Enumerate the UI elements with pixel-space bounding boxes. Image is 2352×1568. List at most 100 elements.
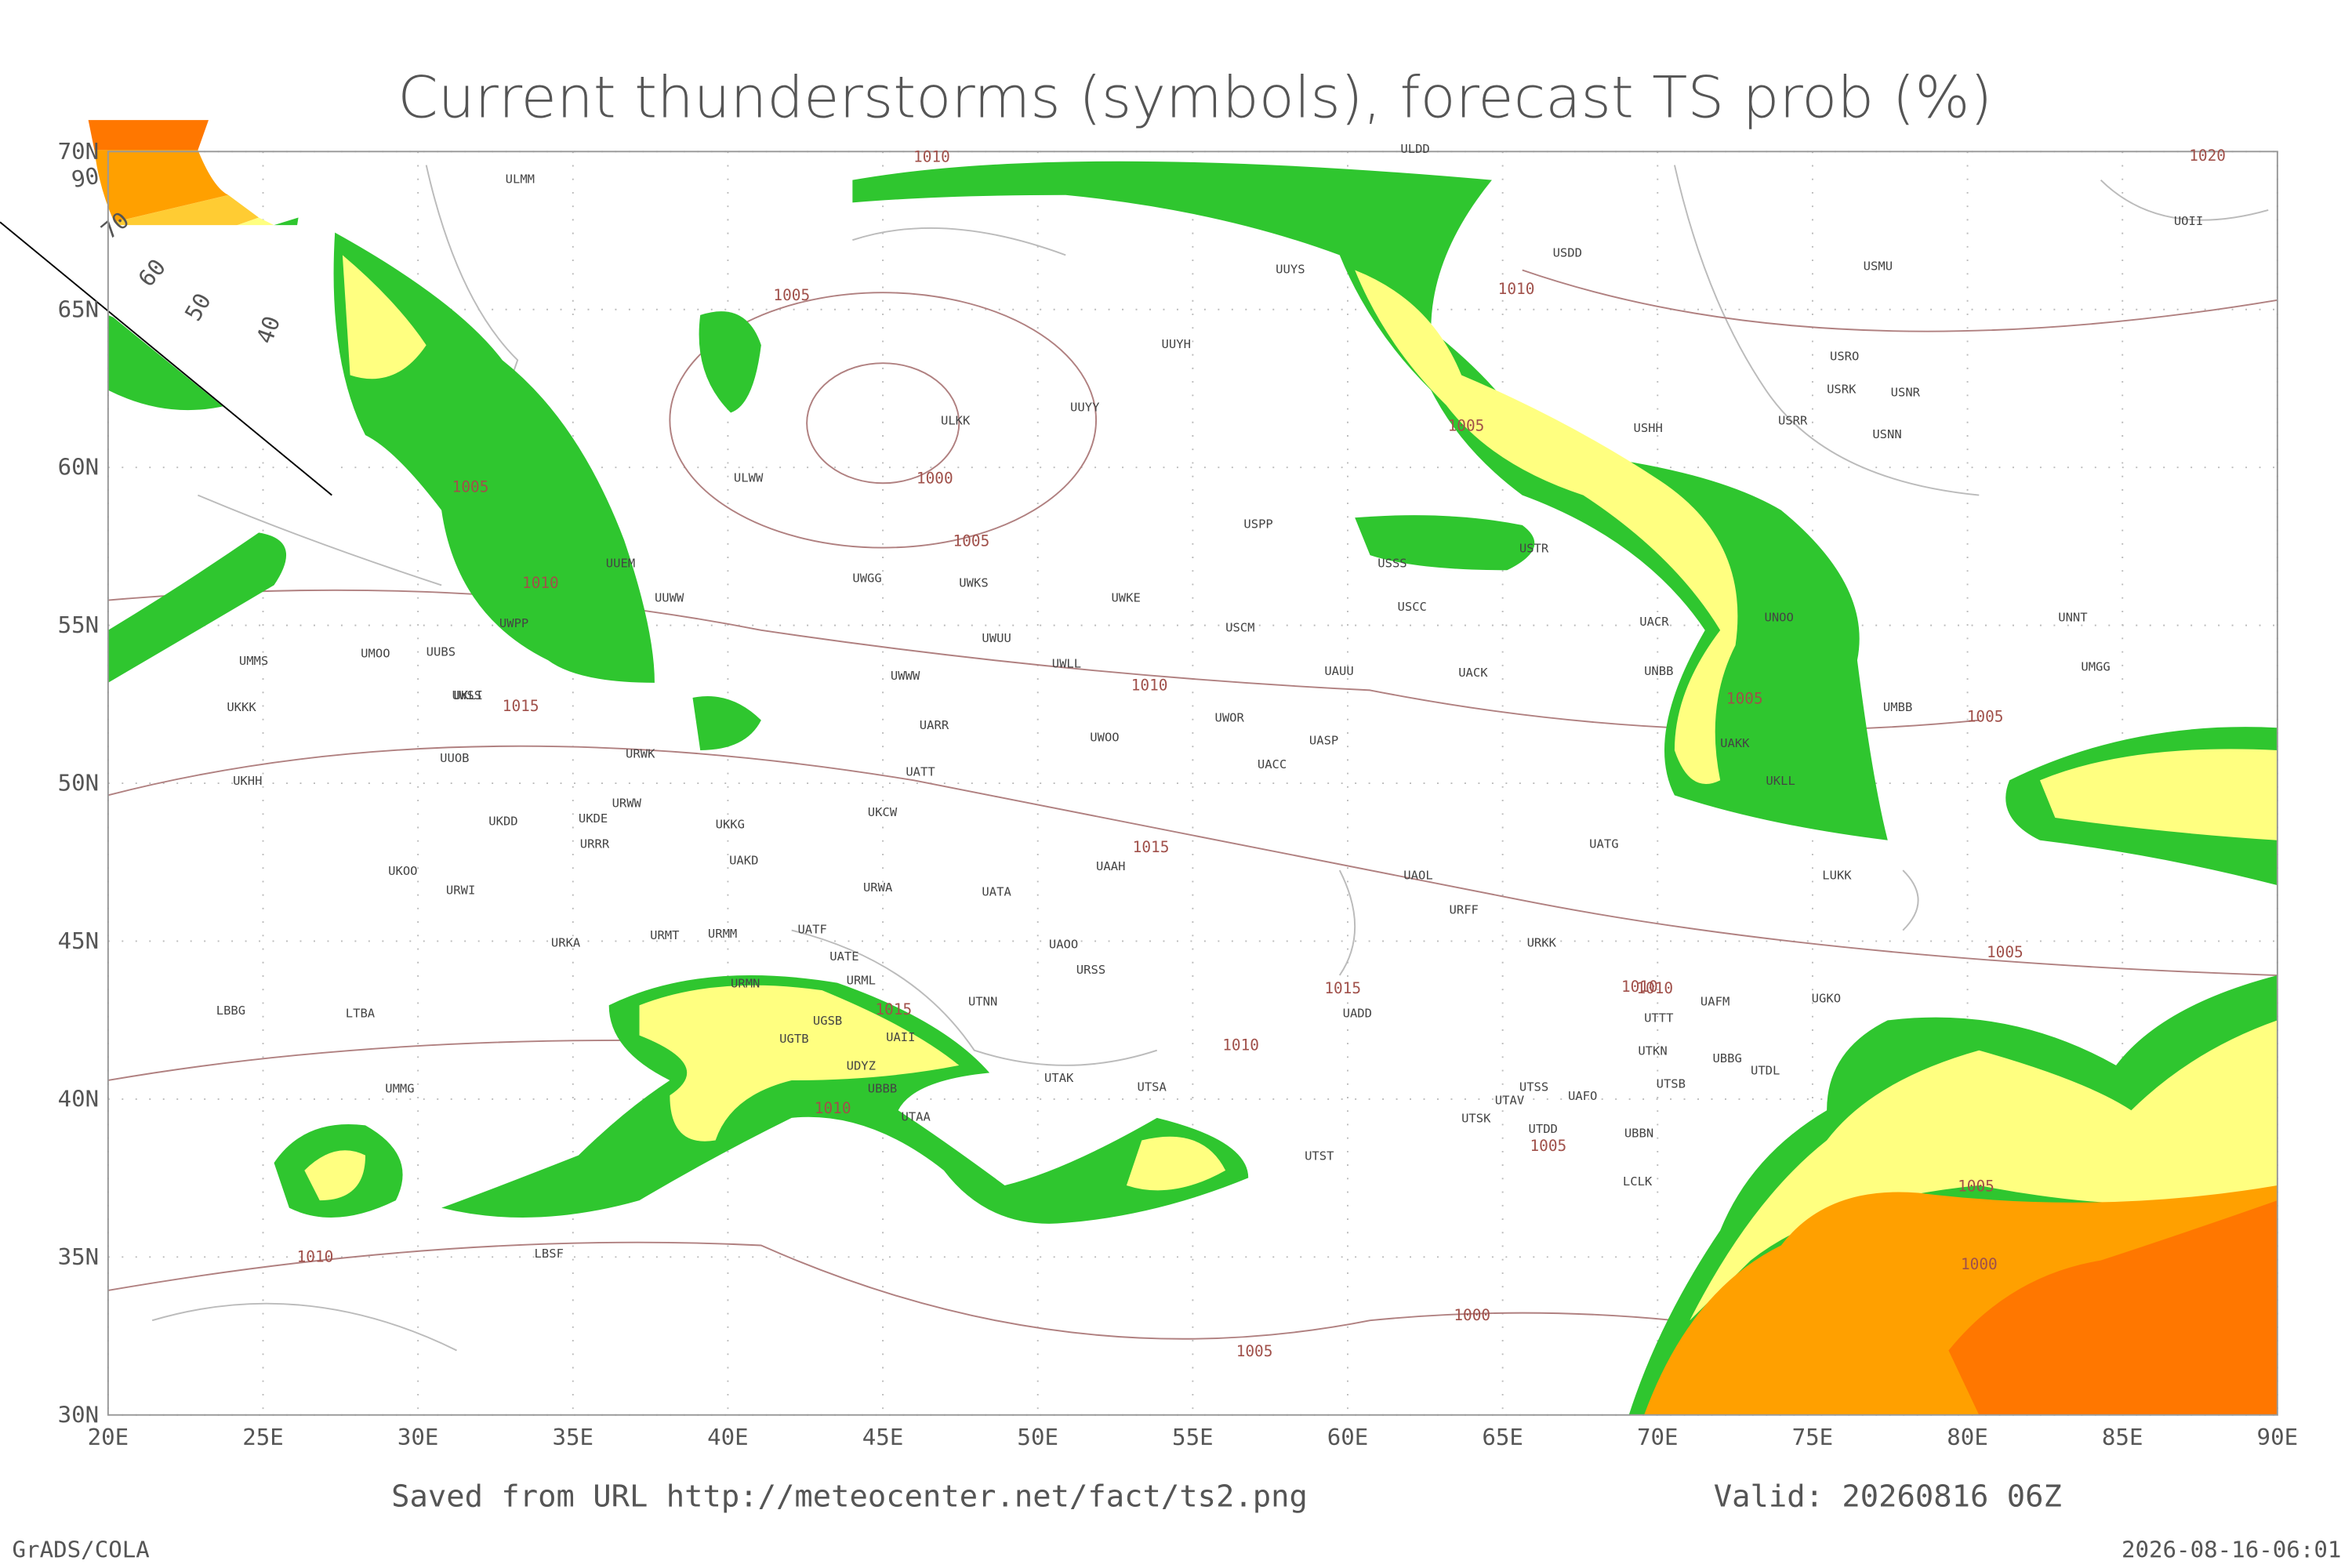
isobar-label: 1005	[773, 286, 810, 304]
station-label: UBBB	[868, 1081, 897, 1095]
station-label: UWPP	[499, 616, 528, 630]
lat-label: 40N	[58, 1086, 100, 1112]
station-label: UAKK	[1720, 736, 1750, 750]
station-label: UTTT	[1644, 1011, 1673, 1025]
station-label: UMMS	[239, 654, 268, 668]
station-label: LTBA	[346, 1007, 375, 1021]
isobar-label: 1010	[1131, 677, 1168, 695]
station-label: USCM	[1225, 621, 1254, 635]
station-label: UWLL	[1052, 657, 1081, 671]
station-label: UNBB	[1644, 664, 1673, 678]
station-label: UMMG	[385, 1081, 414, 1095]
lon-label: 60E	[1327, 1424, 1369, 1450]
station-label: UACK	[1458, 666, 1488, 680]
valid-time: Valid: 20260816 06Z	[1714, 1479, 2062, 1515]
station-label: UAFM	[1700, 994, 1730, 1008]
station-label: UTSB	[1657, 1077, 1686, 1091]
station-label: UBBN	[1624, 1127, 1653, 1141]
station-label: UACC	[1258, 757, 1287, 771]
station-label: UUYS	[1276, 262, 1305, 276]
station-label: URMN	[731, 976, 760, 990]
lat-label: 30N	[58, 1402, 100, 1428]
station-label: UTAK	[1044, 1071, 1074, 1085]
title: Current thunderstorms (symbols), forecas…	[397, 65, 1992, 131]
station-label: LCLK	[1623, 1174, 1653, 1189]
station-label: USNN	[1872, 427, 1901, 441]
station-label: UWKS	[959, 575, 988, 590]
isobars	[107, 269, 2278, 1340]
station-label: USSS	[1377, 557, 1406, 571]
lon-label: 35E	[552, 1424, 593, 1450]
station-label: UKLL	[1766, 774, 1795, 788]
station-label: ULWW	[734, 470, 764, 485]
lon-label: 30E	[397, 1424, 439, 1450]
isobar-label: 1005	[953, 532, 990, 550]
isobar-label: 1005	[1448, 416, 1485, 434]
coastlines	[151, 165, 2269, 1352]
software: GrADS/COLA	[13, 1537, 150, 1563]
station-label: USNR	[1891, 385, 1921, 399]
station-label: UATG	[1589, 837, 1618, 851]
lon-label: 20E	[88, 1424, 129, 1450]
isobar-label: 1020	[2189, 147, 2226, 165]
station-label: URMT	[650, 928, 679, 942]
station-label: UAOL	[1403, 869, 1432, 883]
isobar-label: 1005	[1236, 1342, 1273, 1360]
lon-label: 45E	[862, 1424, 904, 1450]
station-label: ULKK	[941, 414, 971, 428]
station-label: UWKE	[1111, 591, 1140, 605]
station-label: UWUU	[982, 631, 1011, 645]
lon-label: 50E	[1017, 1424, 1058, 1450]
station-label: UTDD	[1529, 1122, 1558, 1136]
legend-label: 90	[69, 162, 100, 193]
station-label: USMU	[1864, 260, 1893, 274]
isobar-label: 1010	[1621, 978, 1658, 996]
isobar-label: 1010	[815, 1099, 851, 1117]
station-label: UKCW	[868, 805, 898, 819]
station-label: UKKG	[716, 818, 745, 832]
station-label: UBBG	[1712, 1051, 1741, 1065]
isobar-label: 1005	[1726, 690, 1763, 708]
station-label: USRR	[1778, 414, 1808, 428]
isobar-label: 1005	[1958, 1178, 1994, 1196]
station-label: UUEM	[606, 557, 635, 571]
lat-label: 35N	[58, 1243, 100, 1270]
isobar-label: 1005	[1967, 708, 2004, 726]
isobar-label: 1010	[1636, 979, 1673, 997]
station-label: UUOB	[440, 751, 469, 765]
station-label: UTNN	[968, 994, 997, 1008]
station-label: UATA	[982, 885, 1011, 899]
station-label: UOII	[2174, 214, 2203, 228]
station-label: UKOO	[388, 864, 417, 878]
station-label: LUKK	[1822, 869, 1852, 883]
station-label: UTKN	[1638, 1044, 1667, 1058]
station-label: UTST	[1305, 1149, 1334, 1163]
isobar-label: 1010	[1498, 280, 1535, 298]
isobar-label: 1000	[1961, 1255, 1998, 1273]
lat-label: 50N	[58, 770, 100, 797]
station-label: UKHH	[233, 774, 262, 788]
lat-label: 55N	[58, 612, 100, 638]
lat-label: 70N	[58, 138, 100, 165]
station-label: URSS	[1076, 963, 1105, 977]
station-label: UKLI	[454, 688, 483, 702]
lon-label: 25E	[242, 1424, 284, 1450]
station-label: UAKD	[729, 853, 758, 867]
station-label: URML	[847, 974, 876, 988]
station-label: UAOO	[1049, 938, 1078, 952]
station-label: UNOO	[1764, 610, 1793, 624]
station-label: URWW	[612, 797, 642, 811]
station-label: UAFO	[1568, 1089, 1597, 1103]
station-label: UAAH	[1096, 859, 1125, 873]
station-label: UKDE	[579, 811, 608, 826]
station-label: USRK	[1827, 383, 1857, 397]
isobar-label: 1010	[522, 574, 559, 592]
station-label: ULMM	[506, 172, 535, 187]
station-label: UTSA	[1137, 1080, 1166, 1094]
station-label: USTR	[1519, 541, 1549, 555]
station-label: UWOR	[1215, 711, 1245, 725]
station-label: UDYZ	[847, 1059, 876, 1073]
lon-label: 70E	[1637, 1424, 1679, 1450]
